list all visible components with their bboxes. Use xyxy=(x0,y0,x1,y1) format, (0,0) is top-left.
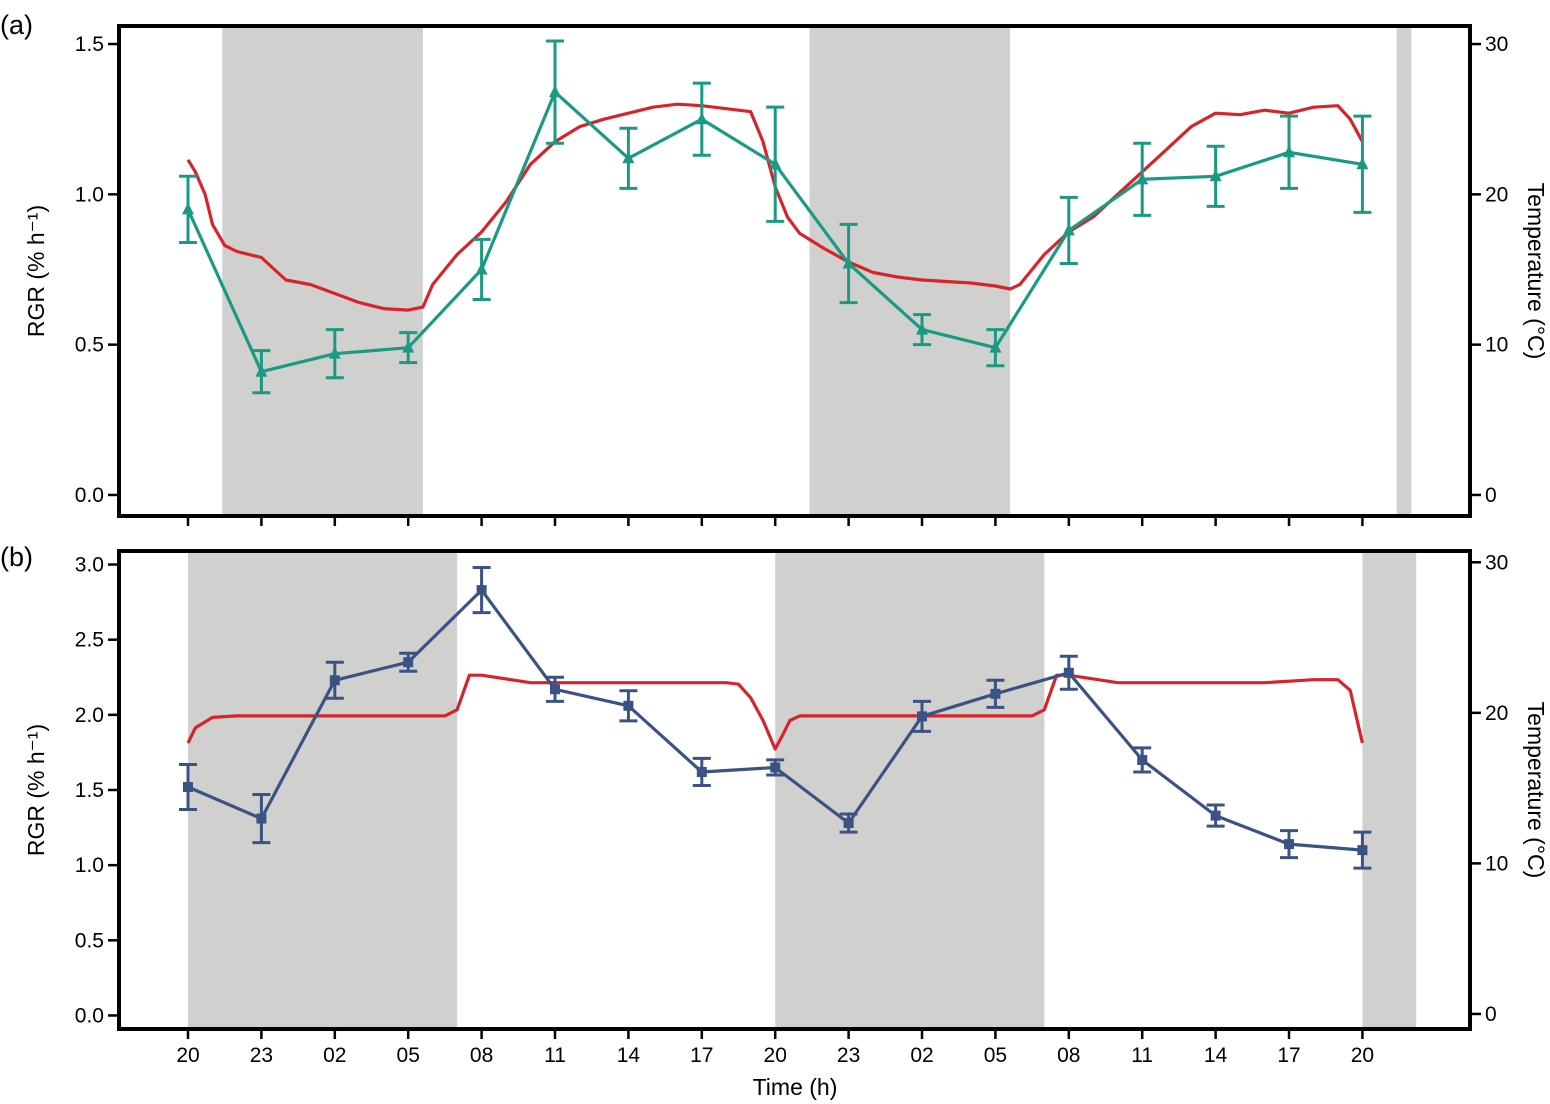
x-tick-label: 14 xyxy=(1204,1044,1228,1067)
y2-axis-title: Temperature (°C) xyxy=(1523,183,1549,360)
x-tick-label: 17 xyxy=(1277,1044,1300,1067)
data-point xyxy=(1137,754,1148,765)
night-shading-3 xyxy=(1362,551,1417,1029)
y-tick-label: 0.5 xyxy=(75,334,104,357)
data-point xyxy=(769,157,782,170)
y-axis-title: RGR (% h⁻¹) xyxy=(23,205,49,337)
y-tick-label: 1.5 xyxy=(75,779,104,802)
data-point xyxy=(696,766,707,777)
data-point xyxy=(183,781,193,792)
y-axis-title: RGR (% h⁻¹) xyxy=(23,724,49,856)
y-tick-label: 3.0 xyxy=(75,554,104,577)
data-point xyxy=(989,340,1002,353)
data-point xyxy=(1209,169,1222,182)
y2-tick-label: 20 xyxy=(1485,702,1508,725)
panel-label: (a) xyxy=(0,10,33,40)
data-point xyxy=(182,202,194,215)
panel-a: 0.0 0.5 1.0 1.5 0 10 20 30 RGR (% h⁻¹) Temperatur… xyxy=(0,10,1549,526)
temperature-line xyxy=(186,102,1364,312)
y2-tick-label: 20 xyxy=(1485,183,1508,206)
y-tick-label: 0.0 xyxy=(75,1004,104,1027)
y2-tick-label: 10 xyxy=(1485,334,1508,357)
y-tick-label: 2.0 xyxy=(75,704,104,727)
y-tick-label: 1.5 xyxy=(75,33,104,56)
x-tick-label: 11 xyxy=(544,1044,566,1067)
data-point xyxy=(1062,223,1075,236)
y2-tick-label: 10 xyxy=(1485,852,1508,875)
temperature-line xyxy=(186,673,1364,751)
x-tick-label: 08 xyxy=(470,1044,493,1067)
night-shading-1 xyxy=(222,26,423,516)
data-point xyxy=(549,85,562,98)
x-tick-label: 05 xyxy=(984,1044,1007,1067)
x-tick-label: 20 xyxy=(176,1044,199,1067)
data-point xyxy=(550,684,561,695)
x-tick-label: 11 xyxy=(1131,1044,1153,1067)
data-point xyxy=(1284,839,1295,850)
x-tick-label: 20 xyxy=(1351,1044,1374,1067)
y-tick-label: 1.0 xyxy=(75,854,104,877)
night-shading-2 xyxy=(775,551,1045,1029)
x-tick-label: 14 xyxy=(617,1044,641,1067)
night-shading-3 xyxy=(1396,26,1412,516)
data-point xyxy=(402,340,415,353)
data-point xyxy=(328,346,341,359)
data-point xyxy=(1357,845,1368,856)
data-point xyxy=(329,675,340,686)
y2-tick-label: 0 xyxy=(1485,484,1497,507)
data-point xyxy=(917,711,928,722)
y-tick-label: 0.5 xyxy=(75,929,104,952)
night-shading-1 xyxy=(188,551,458,1029)
x-tick-label: 02 xyxy=(323,1044,346,1067)
data-point xyxy=(1063,667,1074,678)
x-tick-label: 23 xyxy=(837,1044,860,1067)
data-point xyxy=(1136,172,1149,185)
night-shading-2 xyxy=(809,26,1011,516)
x-tick-label: 08 xyxy=(1057,1044,1080,1067)
y2-tick-label: 30 xyxy=(1485,551,1508,574)
y2-axis-title: Temperature (°C) xyxy=(1523,702,1549,879)
data-point xyxy=(843,818,854,829)
panel-label: (b) xyxy=(0,542,33,572)
x-tick-label: 23 xyxy=(250,1044,273,1067)
data-point xyxy=(622,151,635,164)
y-tick-label: 2.5 xyxy=(75,629,104,652)
data-point xyxy=(255,364,268,377)
data-point xyxy=(916,322,929,335)
data-point xyxy=(1210,810,1221,821)
data-point xyxy=(1283,145,1296,158)
plot-frame xyxy=(117,24,1472,518)
y-tick-label: 0.0 xyxy=(75,484,104,507)
x-tick-label: 17 xyxy=(690,1044,713,1067)
x-tick-label: 02 xyxy=(910,1044,933,1067)
data-point xyxy=(403,657,414,668)
data-point xyxy=(695,112,708,125)
data-point xyxy=(475,262,488,275)
x-axis-title: Time (h) xyxy=(753,1074,838,1100)
x-tick-label: 20 xyxy=(764,1044,787,1067)
data-point xyxy=(770,762,781,773)
data-point xyxy=(623,700,634,711)
data-point xyxy=(256,813,267,824)
data-point xyxy=(842,256,855,269)
data-point xyxy=(476,585,487,596)
y2-tick-label: 0 xyxy=(1485,1003,1497,1026)
y2-tick-label: 30 xyxy=(1485,33,1508,56)
x-tick-label: 05 xyxy=(397,1044,420,1067)
panel-b: 0.0 0.5 1.0 1.5 2.0 2.5 3.0 0 10 20 30 20 23 02 05 08 11… xyxy=(0,542,1549,1067)
data-point xyxy=(990,688,1001,699)
y-tick-label: 1.0 xyxy=(75,183,104,206)
data-point xyxy=(1356,157,1369,170)
